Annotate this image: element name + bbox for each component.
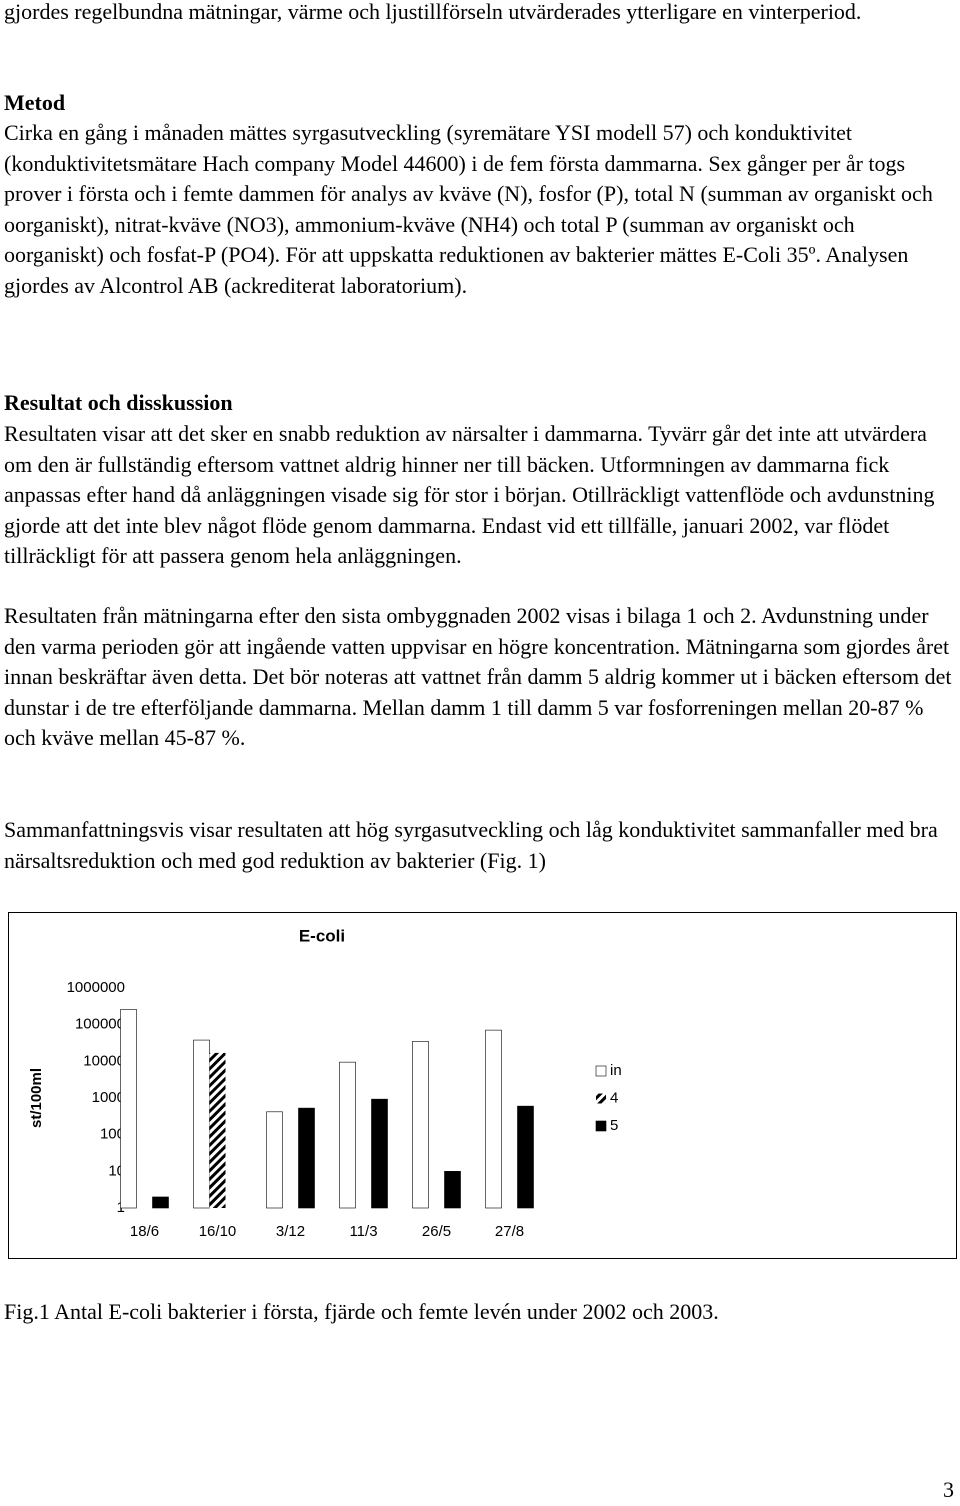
bar (444, 1171, 461, 1209)
y-tick-label: 100000 (75, 1016, 125, 1033)
y-tick-label: 10000 (83, 1052, 125, 1069)
bar (120, 1009, 137, 1209)
paragraph: Sammanfattningsvis visar resultaten att … (4, 817, 938, 873)
bar (266, 1111, 283, 1209)
x-tick-label: 26/5 (422, 1223, 451, 1240)
x-tick-label: 11/3 (349, 1223, 377, 1240)
chart-border (8, 912, 957, 1259)
chart-title: E-coli (299, 926, 345, 945)
paragraph: gjordes regelbundna mätningar, värme och… (4, 0, 862, 24)
heading: Metod (4, 90, 66, 115)
chart: E-coli st/100ml 110100100010000100000100… (8, 912, 957, 1259)
paragraph: Cirka en gång i månaden mättes syrgasutv… (4, 120, 933, 298)
heading: Resultat och disskussion (4, 390, 233, 415)
legend-swatch (595, 1065, 607, 1077)
bar (485, 1029, 502, 1209)
legend-label: in (610, 1062, 622, 1079)
x-tick-label: 18/6 (130, 1223, 159, 1240)
y-tick-label: 100 (100, 1126, 125, 1143)
bar (517, 1105, 534, 1209)
bar (371, 1098, 388, 1209)
bar (412, 1041, 429, 1209)
y-axis-label: st/100ml (28, 1068, 45, 1128)
legend-label: 4 (610, 1089, 618, 1106)
caption: Fig.1 Antal E-coli bakterier i första, f… (4, 1299, 719, 1324)
bar (152, 1196, 169, 1209)
x-tick-label: 27/8 (495, 1223, 524, 1240)
page-number: 3 (943, 1477, 954, 1502)
bar (339, 1061, 356, 1209)
paragraph: Resultaten från mätningarna efter den si… (4, 603, 952, 751)
bar (209, 1052, 226, 1208)
y-tick-label: 1000000 (67, 979, 125, 996)
y-tick-label: 1000 (92, 1089, 125, 1106)
x-tick-label: 3/12 (276, 1223, 305, 1240)
bar (298, 1107, 315, 1209)
legend-swatch (596, 1093, 606, 1104)
bar (193, 1039, 210, 1209)
legend-swatch (595, 1120, 607, 1132)
paragraph: Resultaten visar att det sker en snabb r… (4, 421, 935, 569)
x-tick-label: 16/10 (199, 1223, 237, 1240)
legend-label: 5 (610, 1117, 618, 1134)
